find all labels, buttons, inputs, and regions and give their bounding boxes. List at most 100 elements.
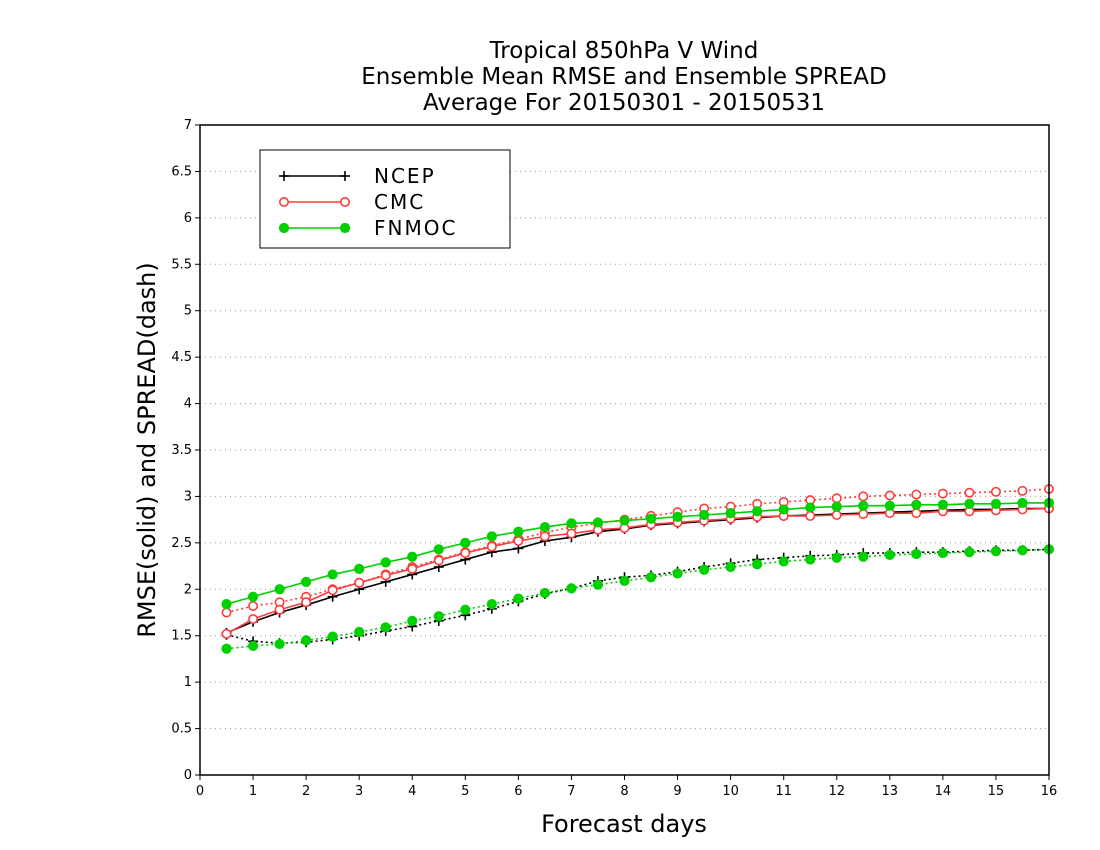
spread-point — [964, 547, 975, 558]
rmse-point — [858, 500, 869, 511]
y-tick-label: 5.5 — [171, 257, 192, 272]
x-tick-label: 2 — [302, 784, 310, 799]
rmse-point — [247, 591, 259, 602]
y-tick-label: 6 — [184, 211, 192, 226]
rmse-point — [460, 548, 471, 559]
spread-point — [221, 607, 232, 618]
rmse-point — [354, 563, 365, 574]
rmse-point — [937, 499, 948, 510]
rmse-point — [831, 509, 842, 520]
rmse-point — [592, 517, 604, 528]
series-group — [221, 483, 1055, 654]
x-tick-label: 8 — [620, 784, 628, 799]
spread-point — [301, 635, 312, 646]
legend-item-ncep: NCEP — [279, 164, 436, 188]
rmse-point — [858, 509, 869, 520]
spread-point — [805, 554, 816, 565]
x-tick-label: 11 — [775, 784, 792, 799]
spread-point — [911, 548, 922, 560]
rmse-point — [778, 504, 789, 515]
series-fnmoc — [221, 497, 1055, 654]
rmse-point — [407, 551, 418, 562]
y-tick-label: 4 — [184, 397, 192, 412]
x-tick-label: 13 — [882, 784, 899, 799]
rmse-point — [1017, 497, 1028, 509]
spread-point — [486, 599, 497, 610]
x-tick-label: 9 — [673, 784, 681, 799]
x-tick-label: 1 — [249, 784, 257, 799]
rmse-point — [911, 508, 922, 519]
rmse-point — [645, 513, 657, 524]
rmse-point — [698, 509, 710, 521]
rmse-point — [301, 576, 312, 587]
y-tick-label: 5 — [184, 304, 192, 319]
spread-point — [460, 604, 471, 615]
rmse-point — [301, 597, 312, 608]
spread-point — [858, 491, 869, 502]
legend-box — [259, 149, 511, 249]
spread-line — [226, 548, 1050, 650]
rmse-point — [380, 570, 391, 581]
y-tick-label: 6.5 — [171, 164, 192, 179]
rmse-point — [274, 584, 285, 595]
y-tick-label: 0.5 — [171, 722, 192, 737]
spread-point — [247, 640, 259, 652]
legend-marker-end — [339, 197, 350, 208]
rmse-point — [274, 604, 285, 615]
spread-point — [911, 489, 922, 500]
spread-point — [725, 561, 736, 573]
rmse-point — [990, 498, 1002, 509]
x-tick-label: 3 — [355, 784, 363, 799]
spread-point — [937, 488, 948, 499]
rmse-point — [513, 535, 524, 546]
rmse-point — [725, 508, 736, 519]
legend-label: FNMOC — [374, 216, 457, 240]
y-axis-label: RMSE(solid) and SPREAD(dash) — [133, 262, 161, 638]
spread-point — [380, 622, 391, 633]
legend-marker-end — [340, 171, 350, 181]
spread-point — [433, 611, 444, 622]
x-tick-label: 16 — [1041, 784, 1058, 799]
rmse-point — [354, 577, 365, 588]
rmse-point — [327, 569, 338, 580]
rmse-point — [248, 613, 259, 624]
x-tick-label: 6 — [514, 784, 522, 799]
spread-point — [619, 575, 630, 587]
spread-point — [752, 559, 763, 570]
x-tick-label: 5 — [461, 784, 469, 799]
x-tick-label: 14 — [935, 784, 952, 799]
rmse-point — [619, 515, 630, 526]
y-tick-label: 2 — [184, 582, 192, 597]
legend-label: NCEP — [374, 164, 436, 188]
spread-point — [964, 487, 975, 498]
spread-point — [884, 549, 895, 561]
legend-marker-start — [278, 197, 289, 208]
spread-point — [354, 626, 365, 638]
legend-marker-start — [279, 171, 289, 181]
spread-point — [539, 587, 551, 599]
spread-point — [645, 572, 657, 583]
spread-point — [566, 583, 577, 594]
spread-point — [858, 551, 869, 562]
spread-point — [884, 490, 895, 501]
spread-point — [778, 556, 789, 567]
spread-point — [221, 643, 232, 654]
x-tick-label: 15 — [988, 784, 1005, 799]
rmse-point — [433, 555, 444, 566]
axis-ticks: 00.511.522.533.544.555.566.570 1 2 3 4 5 6 7 8 9 1… — [171, 118, 1057, 799]
rmse-point — [486, 531, 497, 542]
rmse-point — [752, 506, 763, 517]
spread-point — [592, 579, 604, 590]
spread-point — [513, 593, 524, 604]
x-axis-label: Forecast days — [541, 810, 707, 838]
rmse-point — [831, 501, 842, 512]
spread-point — [698, 564, 710, 575]
spread-point — [831, 493, 842, 504]
rmse-point — [513, 526, 524, 537]
rmse-point — [911, 499, 922, 510]
spread-line — [226, 488, 1050, 614]
rmse-point — [539, 521, 551, 533]
rmse-point — [805, 502, 816, 513]
chart-title-line-2: Ensemble Mean RMSE and Ensemble SPREAD — [361, 64, 886, 90]
